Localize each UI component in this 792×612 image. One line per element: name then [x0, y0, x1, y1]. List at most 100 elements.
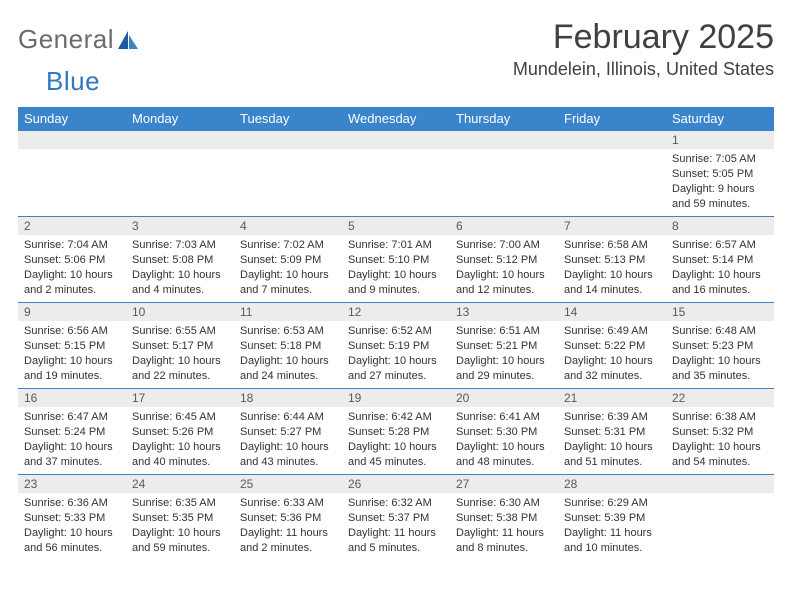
- day-number: 10: [126, 303, 234, 321]
- day-number: 8: [666, 217, 774, 235]
- sunset-text: Sunset: 5:13 PM: [564, 253, 660, 268]
- weekday-header: Friday: [558, 107, 666, 131]
- weekday-header: Sunday: [18, 107, 126, 131]
- day-body: Sunrise: 6:30 AMSunset: 5:38 PMDaylight:…: [450, 493, 558, 555]
- calendar-cell: 16Sunrise: 6:47 AMSunset: 5:24 PMDayligh…: [18, 389, 126, 475]
- day-body: Sunrise: 6:52 AMSunset: 5:19 PMDaylight:…: [342, 321, 450, 383]
- day-body: Sunrise: 6:45 AMSunset: 5:26 PMDaylight:…: [126, 407, 234, 469]
- calendar-cell: [234, 131, 342, 217]
- sunrise-text: Sunrise: 7:03 AM: [132, 238, 228, 253]
- calendar-cell: 17Sunrise: 6:45 AMSunset: 5:26 PMDayligh…: [126, 389, 234, 475]
- logo-word-1: General: [18, 24, 114, 55]
- calendar-cell: 20Sunrise: 6:41 AMSunset: 5:30 PMDayligh…: [450, 389, 558, 475]
- daylight-text: Daylight: 10 hours and 48 minutes.: [456, 440, 552, 470]
- day-body: Sunrise: 7:01 AMSunset: 5:10 PMDaylight:…: [342, 235, 450, 297]
- calendar-cell: 1Sunrise: 7:05 AMSunset: 5:05 PMDaylight…: [666, 131, 774, 217]
- day-body: [342, 149, 450, 152]
- daylight-text: Daylight: 10 hours and 12 minutes.: [456, 268, 552, 298]
- day-body: Sunrise: 6:56 AMSunset: 5:15 PMDaylight:…: [18, 321, 126, 383]
- sunrise-text: Sunrise: 6:52 AM: [348, 324, 444, 339]
- sunset-text: Sunset: 5:10 PM: [348, 253, 444, 268]
- day-body: Sunrise: 6:32 AMSunset: 5:37 PMDaylight:…: [342, 493, 450, 555]
- daylight-text: Daylight: 10 hours and 27 minutes.: [348, 354, 444, 384]
- sunset-text: Sunset: 5:22 PM: [564, 339, 660, 354]
- calendar-cell: 23Sunrise: 6:36 AMSunset: 5:33 PMDayligh…: [18, 475, 126, 561]
- calendar-cell: 10Sunrise: 6:55 AMSunset: 5:17 PMDayligh…: [126, 303, 234, 389]
- day-body: [234, 149, 342, 152]
- calendar-cell: 4Sunrise: 7:02 AMSunset: 5:09 PMDaylight…: [234, 217, 342, 303]
- day-number: [450, 131, 558, 149]
- day-body: Sunrise: 6:55 AMSunset: 5:17 PMDaylight:…: [126, 321, 234, 383]
- calendar-cell: 7Sunrise: 6:58 AMSunset: 5:13 PMDaylight…: [558, 217, 666, 303]
- weekday-header: Wednesday: [342, 107, 450, 131]
- day-number: [126, 131, 234, 149]
- day-number: 5: [342, 217, 450, 235]
- sunset-text: Sunset: 5:30 PM: [456, 425, 552, 440]
- day-number: 26: [342, 475, 450, 493]
- logo: General: [18, 24, 142, 55]
- calendar-cell: 9Sunrise: 6:56 AMSunset: 5:15 PMDaylight…: [18, 303, 126, 389]
- sunrise-text: Sunrise: 6:38 AM: [672, 410, 768, 425]
- daylight-text: Daylight: 10 hours and 24 minutes.: [240, 354, 336, 384]
- day-number: [18, 131, 126, 149]
- sunset-text: Sunset: 5:39 PM: [564, 511, 660, 526]
- sunset-text: Sunset: 5:14 PM: [672, 253, 768, 268]
- page-title: February 2025: [513, 18, 774, 57]
- sunrise-text: Sunrise: 6:45 AM: [132, 410, 228, 425]
- day-number: 6: [450, 217, 558, 235]
- sunrise-text: Sunrise: 6:35 AM: [132, 496, 228, 511]
- sunset-text: Sunset: 5:31 PM: [564, 425, 660, 440]
- day-body: [558, 149, 666, 152]
- sunrise-text: Sunrise: 6:30 AM: [456, 496, 552, 511]
- day-body: Sunrise: 6:33 AMSunset: 5:36 PMDaylight:…: [234, 493, 342, 555]
- sunset-text: Sunset: 5:12 PM: [456, 253, 552, 268]
- day-number: 1: [666, 131, 774, 149]
- sunrise-text: Sunrise: 6:48 AM: [672, 324, 768, 339]
- calendar-cell: [450, 131, 558, 217]
- sunset-text: Sunset: 5:17 PM: [132, 339, 228, 354]
- day-body: Sunrise: 7:05 AMSunset: 5:05 PMDaylight:…: [666, 149, 774, 211]
- daylight-text: Daylight: 10 hours and 43 minutes.: [240, 440, 336, 470]
- day-body: Sunrise: 6:41 AMSunset: 5:30 PMDaylight:…: [450, 407, 558, 469]
- calendar-cell: 24Sunrise: 6:35 AMSunset: 5:35 PMDayligh…: [126, 475, 234, 561]
- daylight-text: Daylight: 10 hours and 35 minutes.: [672, 354, 768, 384]
- sunset-text: Sunset: 5:24 PM: [24, 425, 120, 440]
- sunset-text: Sunset: 5:37 PM: [348, 511, 444, 526]
- sunrise-text: Sunrise: 6:58 AM: [564, 238, 660, 253]
- sunset-text: Sunset: 5:06 PM: [24, 253, 120, 268]
- day-body: [666, 493, 774, 496]
- calendar-table: Sunday Monday Tuesday Wednesday Thursday…: [18, 107, 774, 561]
- sunset-text: Sunset: 5:27 PM: [240, 425, 336, 440]
- day-body: Sunrise: 6:35 AMSunset: 5:35 PMDaylight:…: [126, 493, 234, 555]
- daylight-text: Daylight: 10 hours and 45 minutes.: [348, 440, 444, 470]
- calendar-week-row: 2Sunrise: 7:04 AMSunset: 5:06 PMDaylight…: [18, 217, 774, 303]
- calendar-cell: 12Sunrise: 6:52 AMSunset: 5:19 PMDayligh…: [342, 303, 450, 389]
- day-body: Sunrise: 7:04 AMSunset: 5:06 PMDaylight:…: [18, 235, 126, 297]
- logo-word-2: Blue: [46, 66, 100, 97]
- daylight-text: Daylight: 10 hours and 59 minutes.: [132, 526, 228, 556]
- day-body: Sunrise: 6:53 AMSunset: 5:18 PMDaylight:…: [234, 321, 342, 383]
- sunset-text: Sunset: 5:26 PM: [132, 425, 228, 440]
- sunset-text: Sunset: 5:32 PM: [672, 425, 768, 440]
- daylight-text: Daylight: 10 hours and 4 minutes.: [132, 268, 228, 298]
- calendar-cell: 21Sunrise: 6:39 AMSunset: 5:31 PMDayligh…: [558, 389, 666, 475]
- calendar-cell: 2Sunrise: 7:04 AMSunset: 5:06 PMDaylight…: [18, 217, 126, 303]
- day-body: Sunrise: 6:38 AMSunset: 5:32 PMDaylight:…: [666, 407, 774, 469]
- day-number: 3: [126, 217, 234, 235]
- daylight-text: Daylight: 10 hours and 29 minutes.: [456, 354, 552, 384]
- day-number: 19: [342, 389, 450, 407]
- sunset-text: Sunset: 5:05 PM: [672, 167, 768, 182]
- calendar-cell: 18Sunrise: 6:44 AMSunset: 5:27 PMDayligh…: [234, 389, 342, 475]
- calendar-cell: [558, 131, 666, 217]
- sunrise-text: Sunrise: 7:01 AM: [348, 238, 444, 253]
- calendar-cell: [18, 131, 126, 217]
- calendar-cell: 15Sunrise: 6:48 AMSunset: 5:23 PMDayligh…: [666, 303, 774, 389]
- day-number: 9: [18, 303, 126, 321]
- day-number: 11: [234, 303, 342, 321]
- day-body: Sunrise: 6:36 AMSunset: 5:33 PMDaylight:…: [18, 493, 126, 555]
- daylight-text: Daylight: 10 hours and 9 minutes.: [348, 268, 444, 298]
- day-number: 7: [558, 217, 666, 235]
- sunrise-text: Sunrise: 6:42 AM: [348, 410, 444, 425]
- sunset-text: Sunset: 5:23 PM: [672, 339, 768, 354]
- daylight-text: Daylight: 10 hours and 2 minutes.: [24, 268, 120, 298]
